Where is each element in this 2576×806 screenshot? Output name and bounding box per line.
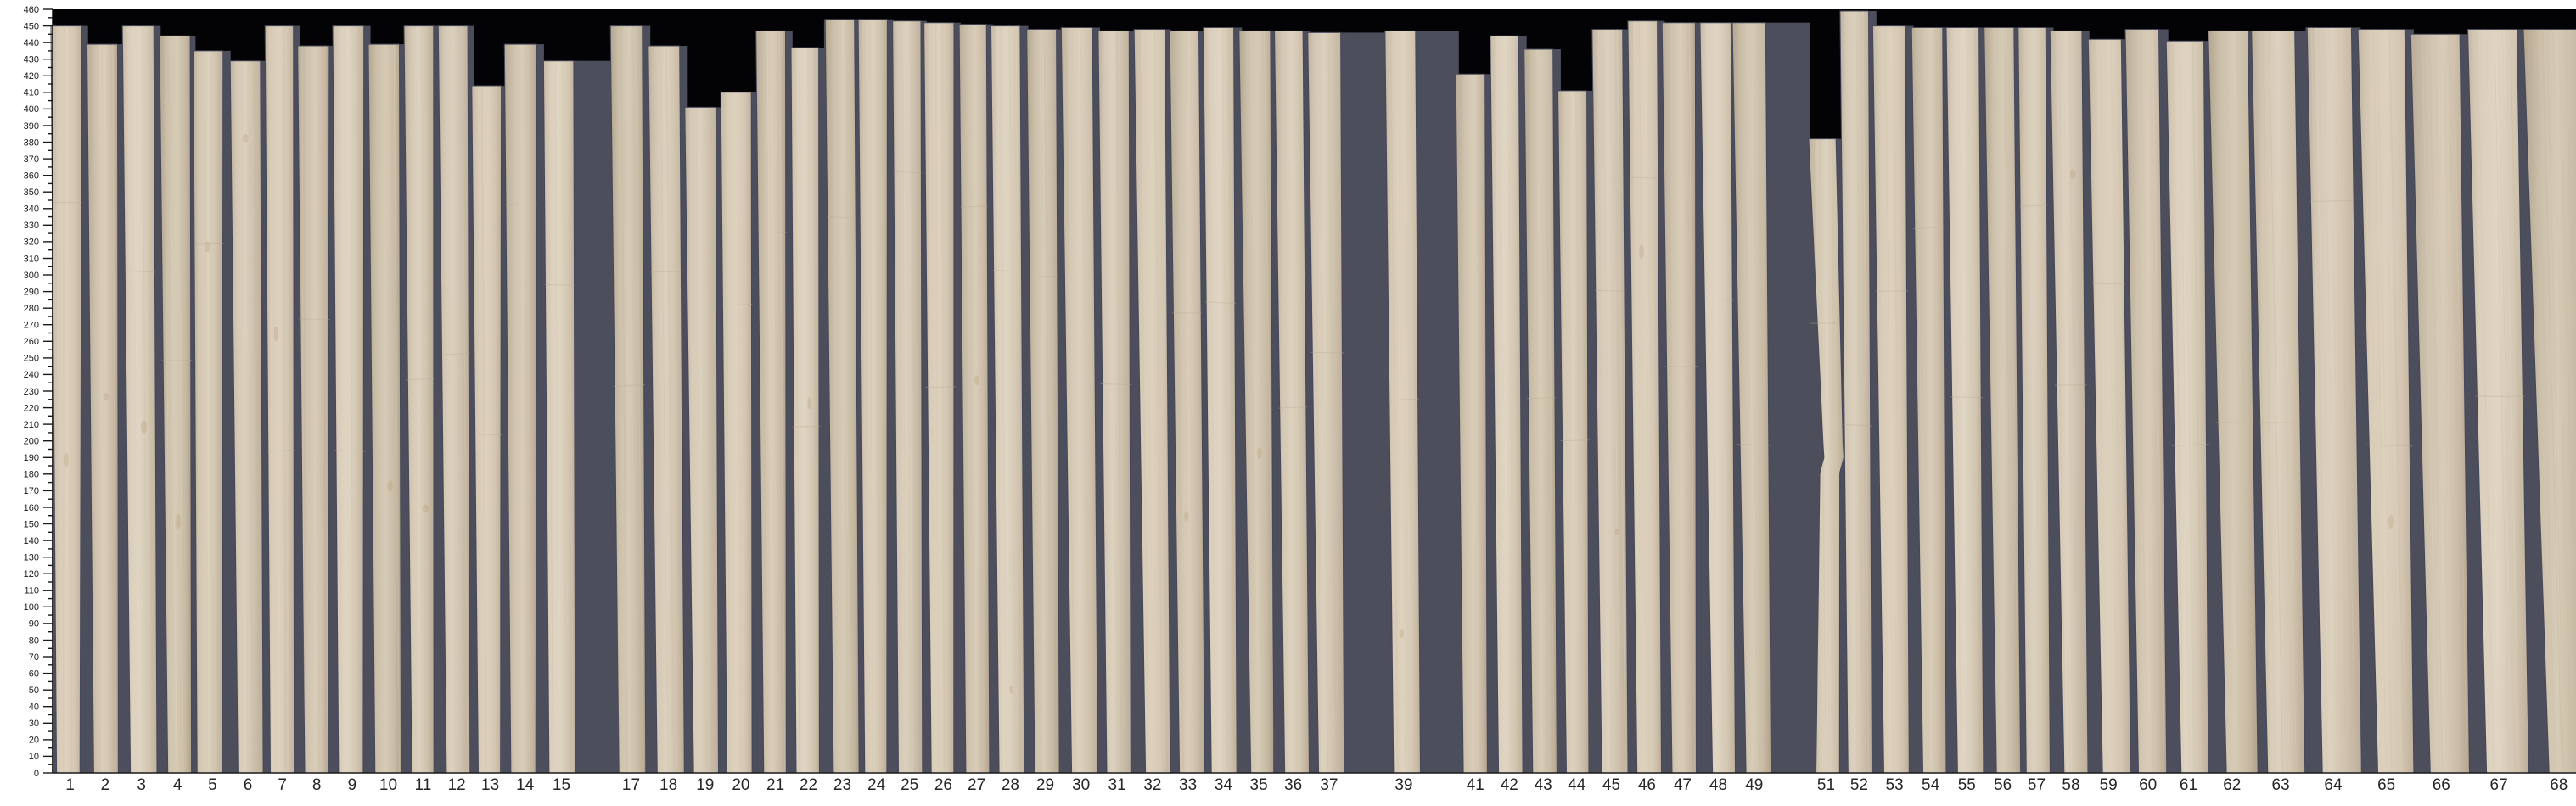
svg-text:210: 210 [24,420,39,430]
svg-text:130: 130 [24,553,39,563]
svg-text:440: 440 [24,38,39,48]
svg-text:220: 220 [24,403,39,413]
svg-text:370: 370 [24,154,39,165]
svg-text:50: 50 [29,686,39,696]
svg-text:20: 20 [29,736,39,746]
svg-text:410: 410 [24,88,39,98]
svg-text:230: 230 [24,387,39,397]
svg-text:150: 150 [24,519,39,529]
svg-text:320: 320 [24,238,39,248]
svg-text:60: 60 [29,669,39,679]
svg-text:330: 330 [24,221,39,231]
svg-text:270: 270 [24,321,39,331]
svg-text:10: 10 [29,752,39,762]
svg-text:310: 310 [24,254,39,264]
svg-text:450: 450 [24,21,39,31]
svg-text:280: 280 [24,304,39,314]
svg-text:180: 180 [24,470,39,480]
svg-text:80: 80 [29,635,39,646]
svg-text:40: 40 [29,702,39,713]
svg-text:100: 100 [24,602,39,613]
svg-text:240: 240 [24,370,39,380]
svg-text:300: 300 [24,271,39,281]
svg-text:390: 390 [24,121,39,132]
svg-text:0: 0 [34,769,39,779]
svg-text:350: 350 [24,188,39,198]
svg-text:360: 360 [24,171,39,182]
svg-text:380: 380 [24,137,39,148]
svg-text:200: 200 [24,437,39,447]
svg-text:160: 160 [24,503,39,513]
svg-text:260: 260 [24,337,39,347]
svg-text:90: 90 [29,619,39,630]
svg-text:400: 400 [24,104,39,115]
svg-text:250: 250 [24,354,39,364]
svg-text:420: 420 [24,71,39,81]
svg-text:30: 30 [29,719,39,729]
svg-text:460: 460 [24,5,39,15]
svg-text:340: 340 [24,204,39,215]
svg-text:70: 70 [29,652,39,663]
svg-text:170: 170 [24,486,39,496]
svg-text:110: 110 [24,586,39,596]
svg-text:190: 190 [24,453,39,463]
svg-text:430: 430 [24,55,39,65]
svg-text:140: 140 [24,536,39,546]
svg-text:120: 120 [24,569,39,579]
svg-text:290: 290 [24,287,39,297]
